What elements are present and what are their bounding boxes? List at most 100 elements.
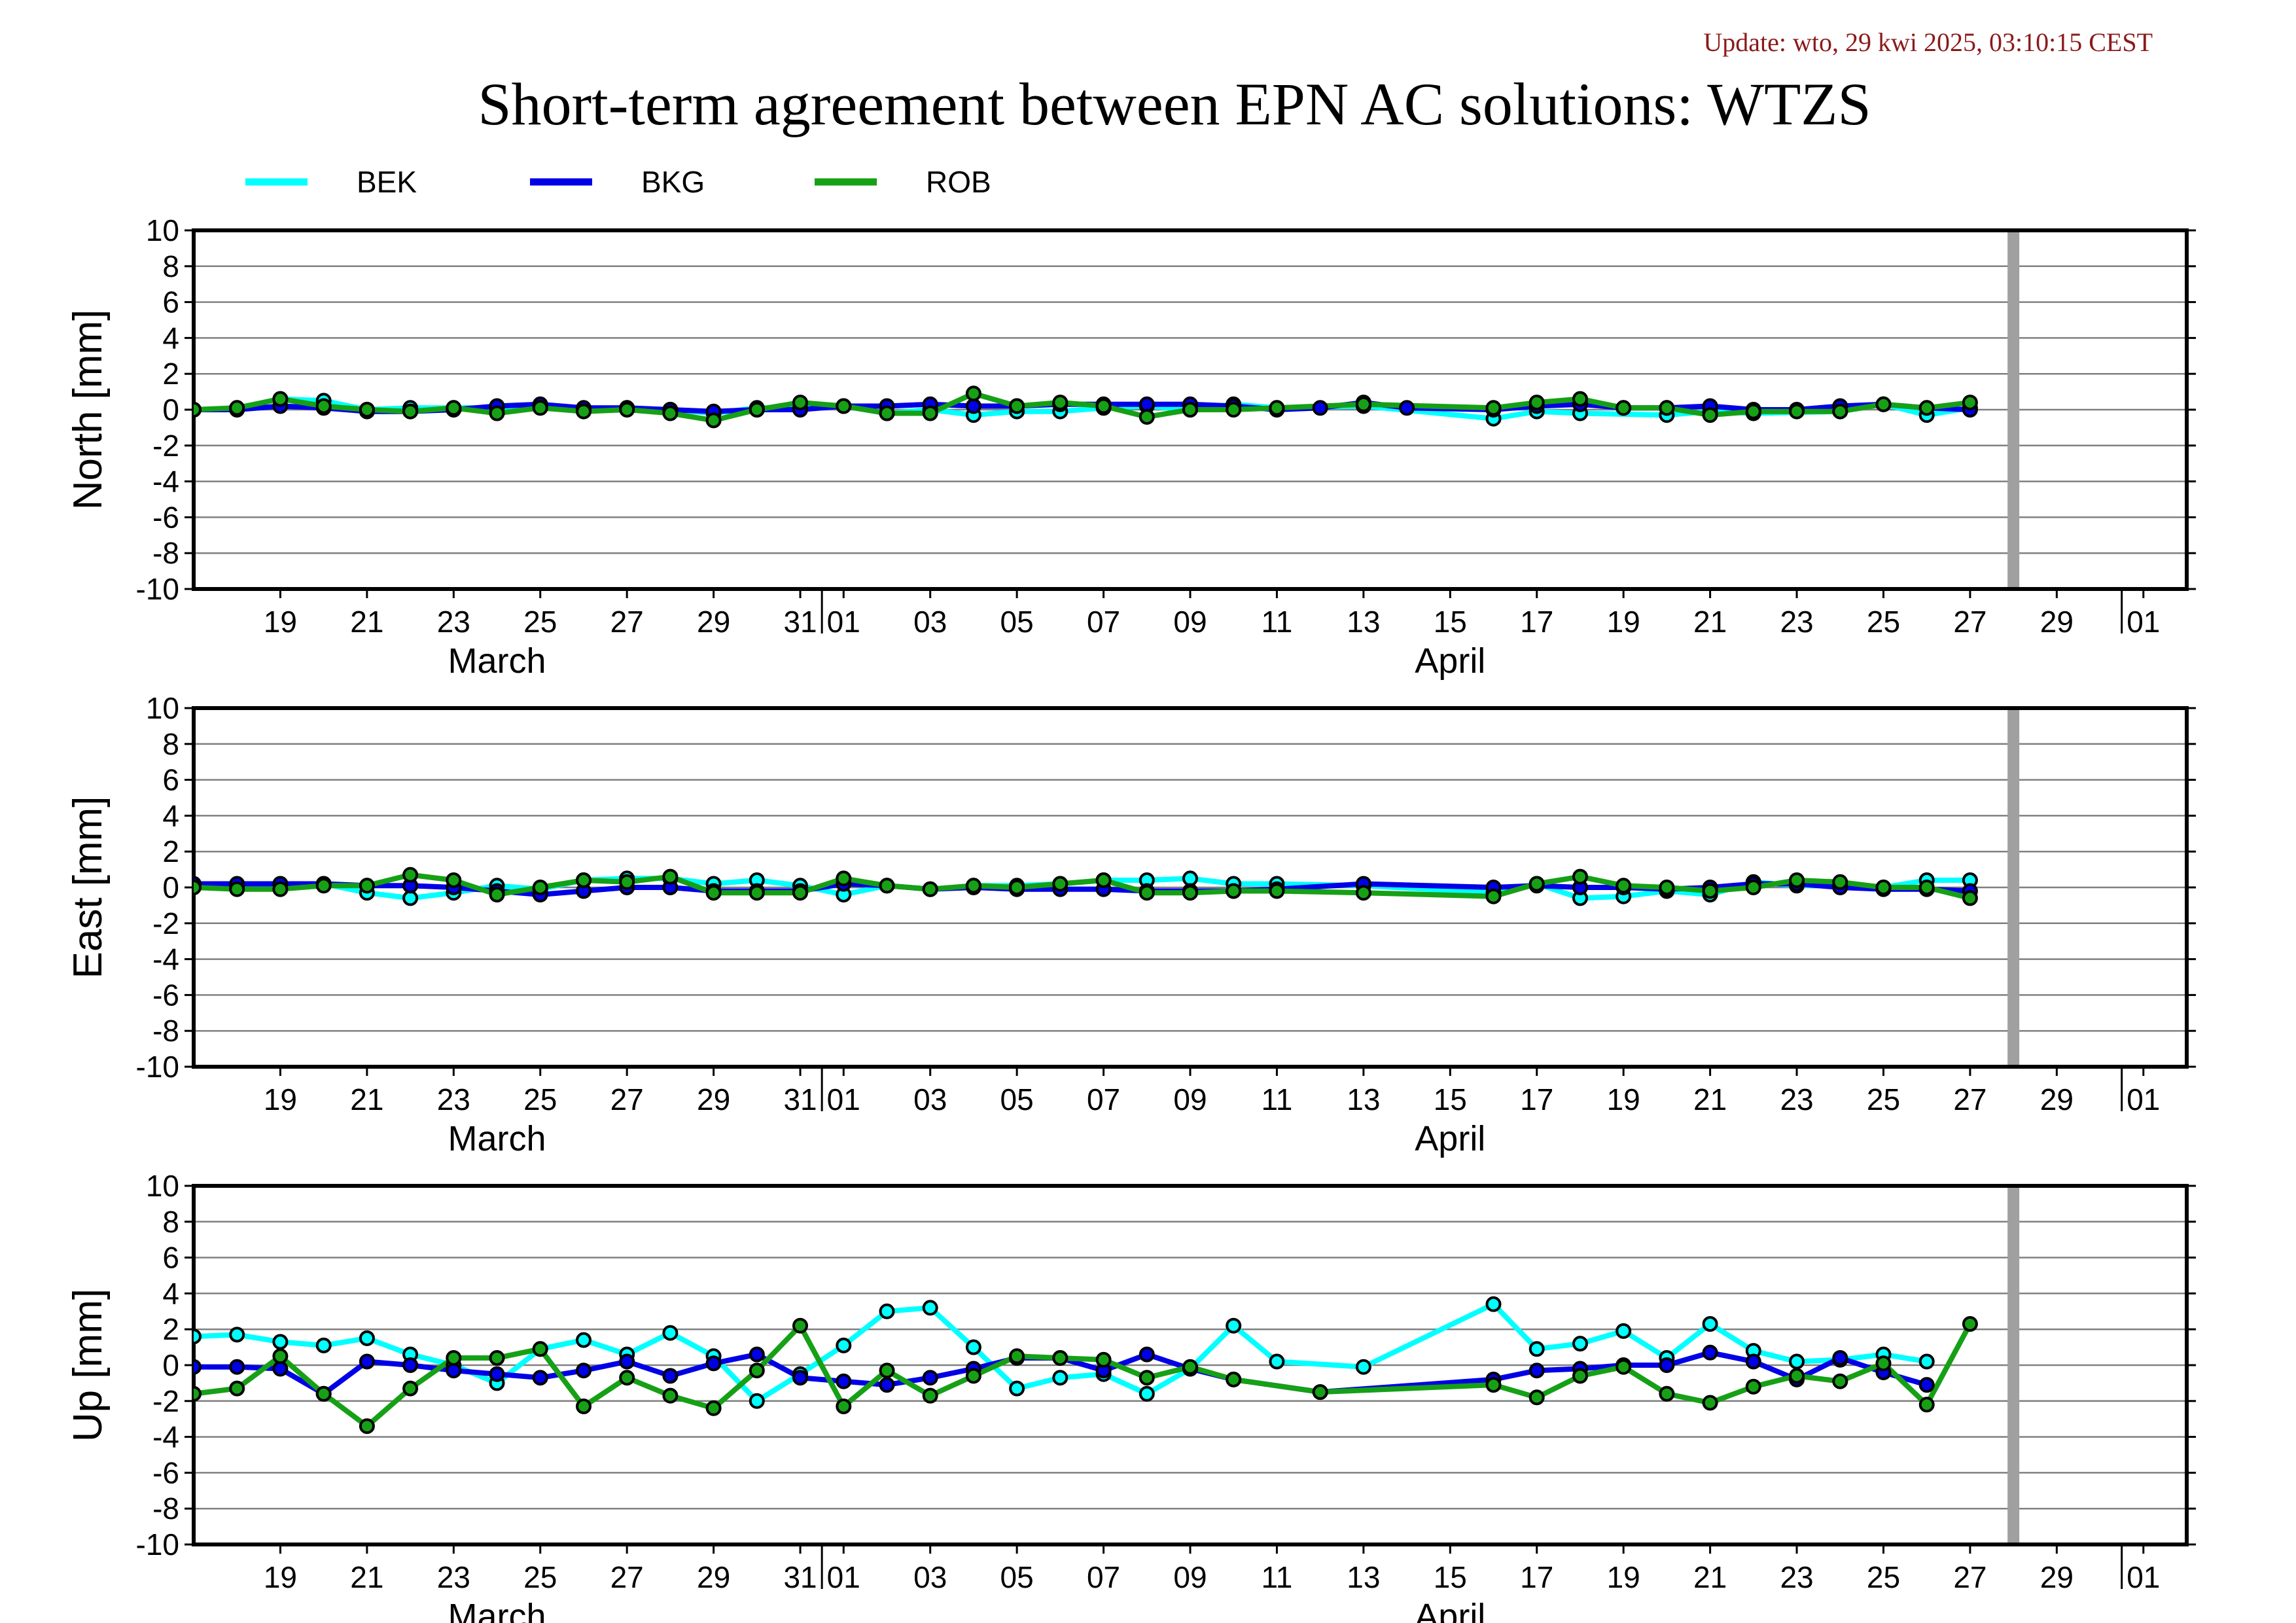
x-tick-label: 27: [610, 605, 644, 639]
x-tick-label: 05: [1000, 1082, 1034, 1116]
data-point-rob: [965, 385, 981, 402]
data-point-rob: [1702, 883, 1718, 899]
data-point-rob: [446, 400, 462, 416]
data-point-bkg: [922, 1370, 938, 1386]
x-tick-label: 11: [1262, 1082, 1293, 1116]
data-point-rob: [1095, 1351, 1112, 1368]
data-point-rob: [1918, 1397, 1935, 1413]
data-point-rob: [1269, 400, 1285, 416]
y-axis-label: Up [mm]: [65, 1289, 111, 1442]
legend-label-bkg: BKG: [641, 165, 705, 199]
y-tick-label: 10: [146, 1169, 179, 1203]
data-point-rob: [662, 1387, 679, 1404]
data-point-rob: [1702, 407, 1718, 423]
y-tick-label: -2: [152, 1384, 179, 1418]
data-point-rob: [965, 878, 981, 894]
x-tick-label: 13: [1347, 605, 1380, 639]
y-tick-label: -10: [136, 1527, 179, 1561]
y-tick-label: -6: [152, 1455, 179, 1489]
x-tick-label: 25: [1867, 605, 1900, 639]
x-tick-label: 19: [264, 605, 297, 639]
y-tick-label: -8: [152, 536, 179, 570]
data-point-bkg: [792, 1370, 808, 1386]
x-tick-label: 27: [1953, 1082, 1987, 1116]
data-point-rob: [705, 1400, 722, 1416]
x-tick-label: 29: [2040, 1082, 2074, 1116]
y-tick-label: -6: [152, 978, 179, 1012]
data-point-bkg: [965, 398, 981, 414]
month-label: March: [448, 1119, 546, 1158]
data-point-rob: [1745, 1378, 1761, 1395]
x-tick-label: 01: [2127, 1560, 2160, 1594]
x-tick-label: 01: [827, 1560, 860, 1594]
data-point-bkg: [1139, 396, 1155, 412]
y-tick-label: 8: [162, 727, 179, 761]
data-point-bkg: [1702, 1344, 1718, 1361]
data-point-bkg: [1832, 1350, 1848, 1366]
y-tick-label: 8: [162, 249, 179, 283]
month-label: April: [1415, 1119, 1485, 1158]
month-label: March: [448, 1597, 546, 1623]
data-point-bkg: [532, 1370, 548, 1386]
data-point-rob: [1095, 398, 1112, 414]
data-point-bkg: [272, 1361, 289, 1377]
data-point-bkg: [619, 1353, 635, 1370]
x-tick-label: 27: [610, 1560, 644, 1594]
data-point-rob: [879, 878, 895, 894]
data-point-rob: [576, 403, 592, 419]
data-point-bek: [315, 1337, 332, 1353]
x-tick-label: 01: [2127, 1082, 2160, 1116]
data-point-rob: [446, 1350, 462, 1366]
data-point-rob: [315, 398, 332, 414]
month-label: April: [1415, 641, 1485, 681]
x-tick-label: 29: [2040, 605, 2074, 639]
x-tick-label: 19: [1607, 1560, 1640, 1594]
data-point-rob: [359, 402, 375, 418]
data-point-rob: [576, 1399, 592, 1414]
x-tick-label: 19: [1607, 605, 1640, 639]
data-point-rob: [1009, 1348, 1025, 1364]
data-point-rob: [922, 1387, 938, 1404]
series-layer: [194, 1296, 1978, 1435]
chart-title: Short-term agreement between EPN AC solu…: [478, 71, 1871, 137]
y-tick-label: 2: [162, 1312, 179, 1346]
x-tick-label: 23: [1780, 1560, 1813, 1594]
x-tick-label: 25: [523, 1560, 557, 1594]
x-tick-label: 15: [1434, 1082, 1467, 1116]
data-point-bkg: [489, 1366, 505, 1382]
data-point-rob: [1616, 400, 1632, 416]
y-tick-label: -4: [152, 465, 179, 499]
x-tick-label: 21: [1693, 1560, 1727, 1594]
y-tick-label: 0: [162, 870, 179, 904]
y-tick-label: 6: [162, 285, 179, 319]
x-tick-label: 09: [1173, 605, 1207, 639]
data-point-bek: [1139, 1385, 1155, 1402]
data-point-rob: [272, 881, 289, 897]
x-tick-label: 21: [1693, 605, 1727, 639]
data-point-bkg: [1139, 1346, 1155, 1363]
x-tick-label: 27: [1953, 1560, 1987, 1594]
legend: BEK BKG ROB: [245, 165, 991, 199]
data-point-bkg: [446, 1363, 462, 1379]
data-point-bek: [402, 890, 419, 906]
data-point-rob: [1659, 880, 1675, 895]
x-tick-label: 09: [1173, 1082, 1207, 1116]
data-point-rob: [1875, 1355, 1892, 1372]
data-point-rob: [532, 1341, 548, 1357]
y-tick-label: -6: [152, 500, 179, 534]
x-tick-label: 21: [350, 1082, 383, 1116]
x-tick-label: 07: [1087, 605, 1120, 639]
data-point-bek: [359, 1330, 375, 1346]
y-axis-label: East [mm]: [65, 796, 111, 978]
data-point-rob: [1052, 1350, 1069, 1366]
data-point-rob: [836, 398, 852, 414]
data-point-rob: [1139, 409, 1155, 425]
data-point-rob: [1832, 1373, 1848, 1389]
data-point-bek: [922, 1300, 938, 1316]
x-tick-label: 31: [783, 1560, 817, 1594]
x-tick-label: 05: [1000, 1560, 1034, 1594]
data-point-rob: [1789, 403, 1805, 419]
data-point-bkg: [229, 1359, 245, 1375]
